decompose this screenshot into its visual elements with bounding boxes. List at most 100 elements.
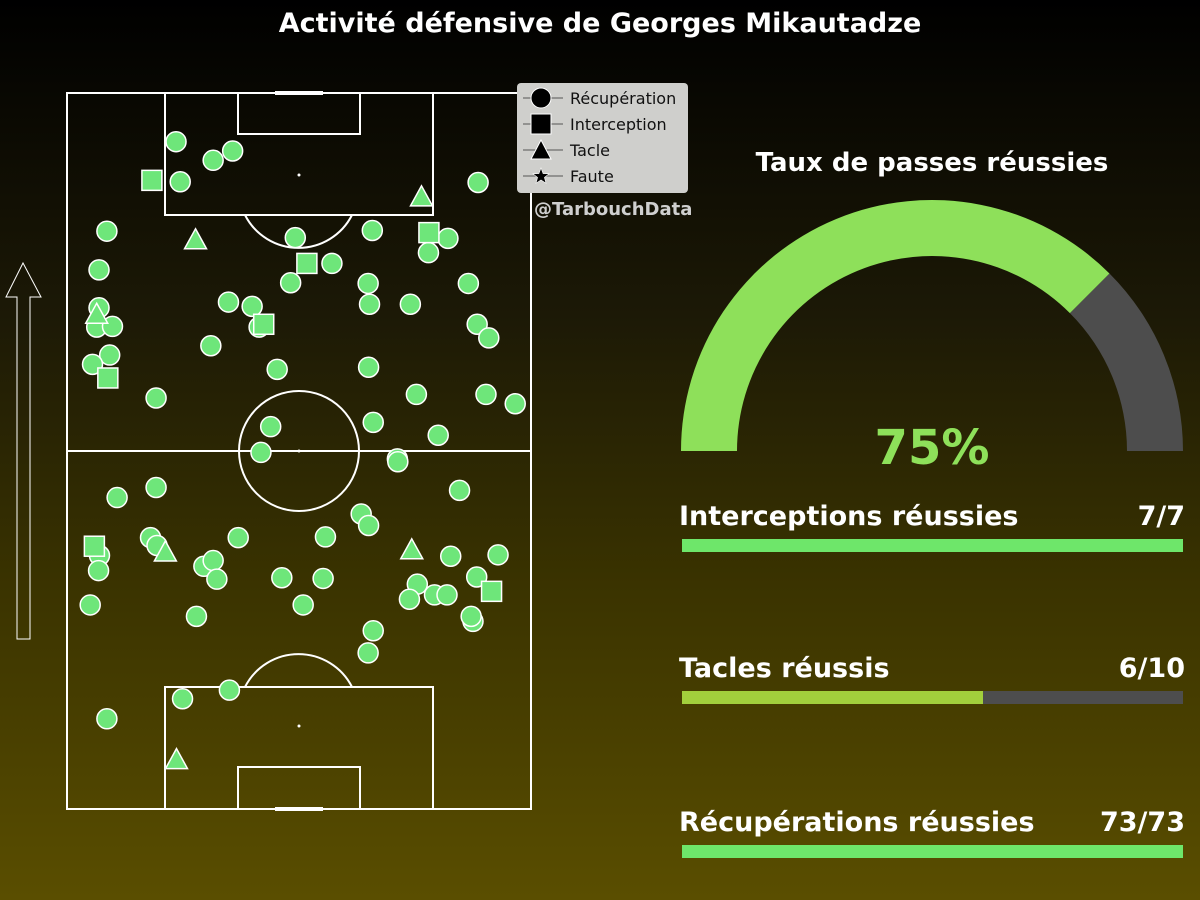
recuperation-point (221, 140, 244, 162)
interception-point (83, 535, 106, 557)
square-marker-icon (523, 113, 563, 135)
recuperation-point (358, 293, 381, 315)
recuperation-point (437, 227, 459, 250)
goal-area-bottom (237, 766, 361, 810)
credit-watermark: @TarbouchData (534, 199, 693, 220)
recuperation-point (171, 687, 194, 710)
goal-area-top (237, 92, 361, 135)
recuperation-point (405, 383, 428, 406)
recuperation-point (504, 392, 526, 415)
gauge-value: 75% (874, 420, 990, 476)
tacle-point (409, 184, 434, 207)
stat-bar-track (682, 845, 1183, 858)
recuperation-point (457, 272, 480, 295)
legend-item-tacle: Tacle (517, 137, 688, 163)
penalty-area-bottom (164, 686, 434, 810)
legend-label: Récupération (570, 89, 677, 108)
legend-label: Faute (570, 167, 614, 186)
interception-point (418, 221, 440, 244)
recuperation-point (475, 383, 497, 406)
stat-label: Récupérations réussies (679, 807, 1035, 838)
recuperation-point (87, 559, 110, 582)
recuperation-point (206, 568, 228, 590)
recuperation-point (439, 545, 462, 568)
recuperation-point (467, 171, 489, 194)
gauge-title: Taux de passes réussies (755, 148, 1109, 178)
pitch (66, 91, 532, 811)
stat-bar-fill (682, 691, 983, 704)
recuperation-point (417, 241, 440, 264)
recuperation-point (466, 313, 488, 336)
legend-item-interception: Interception (517, 111, 688, 137)
recuperation-point (145, 476, 167, 499)
stat-label: Tacles réussis (679, 653, 890, 684)
legend-item-recuperation: Récupération (517, 85, 688, 111)
recuperation-point (357, 356, 380, 378)
recuperation-point (357, 272, 379, 295)
recuperation-point (312, 567, 334, 590)
recuperation-point (427, 424, 449, 446)
recuperation-point (266, 358, 288, 381)
recuperation-point (218, 679, 241, 701)
penalty-arc-bottom (244, 653, 353, 688)
recuperation-point (271, 566, 293, 589)
recuperation-point (202, 149, 224, 172)
recuperation-point (96, 220, 118, 242)
interception-point (480, 580, 503, 603)
recuperation-point (460, 605, 482, 628)
recuperation-point (284, 226, 307, 249)
recuperation-point (227, 526, 249, 549)
recuperation-point (217, 291, 240, 313)
legend-item-faute: Faute (517, 163, 688, 189)
tacle-point (399, 537, 425, 560)
action-points (79, 130, 526, 770)
stat-value: 7/7 (1137, 501, 1185, 532)
recuperation-point (98, 344, 121, 366)
gauge-filled-arc (681, 199, 1110, 451)
star-marker-icon (523, 167, 563, 184)
recuperation-point (250, 441, 272, 464)
recuperation-point (145, 387, 167, 409)
recuperation-point (241, 295, 263, 318)
recuperation-point (165, 130, 187, 153)
recuperation-point (361, 219, 384, 242)
recuperation-point (169, 171, 191, 193)
recuperation-point (398, 588, 421, 610)
page-title: Activité défensive de Georges Mikautadze (278, 8, 922, 39)
recuperation-point (279, 271, 302, 294)
recuperation-point (314, 526, 337, 548)
tacle-point (153, 539, 178, 562)
recuperation-point (399, 293, 422, 315)
recuperation-point (362, 619, 384, 642)
recuperation-point (292, 594, 314, 616)
stat-bar-track (682, 691, 1183, 704)
legend: Récupération Interception Tacle Faute (517, 83, 688, 193)
interception-point (141, 169, 163, 192)
stat-bar-fill (682, 539, 1183, 552)
stat-bar-track (682, 539, 1183, 552)
recuperation-point (448, 479, 471, 502)
direction-arrow (5, 261, 42, 640)
penalty-spot-bottom (297, 724, 301, 728)
stat-value: 73/73 (1099, 807, 1185, 838)
stat-label: Interceptions réussies (679, 501, 1019, 532)
recuperation-point (436, 584, 458, 606)
interception-point (252, 313, 275, 336)
tacle-point (183, 227, 208, 250)
legend-label: Interception (570, 115, 667, 134)
penalty-spot-top (297, 173, 301, 177)
recuperation-point (357, 642, 379, 664)
tacle-point (164, 747, 189, 770)
recuperation-point (259, 415, 282, 438)
recuperation-point (200, 334, 222, 357)
recuperation-point (185, 605, 208, 628)
pass-rate-gauge (681, 199, 1183, 451)
tacle-point (84, 301, 109, 324)
stat-bar-fill (682, 845, 1183, 858)
center-spot (297, 449, 301, 453)
direction-arrow-icon (5, 261, 42, 640)
recuperation-point (387, 450, 409, 473)
recuperation-point (202, 549, 224, 572)
circle-marker-icon (523, 87, 563, 109)
